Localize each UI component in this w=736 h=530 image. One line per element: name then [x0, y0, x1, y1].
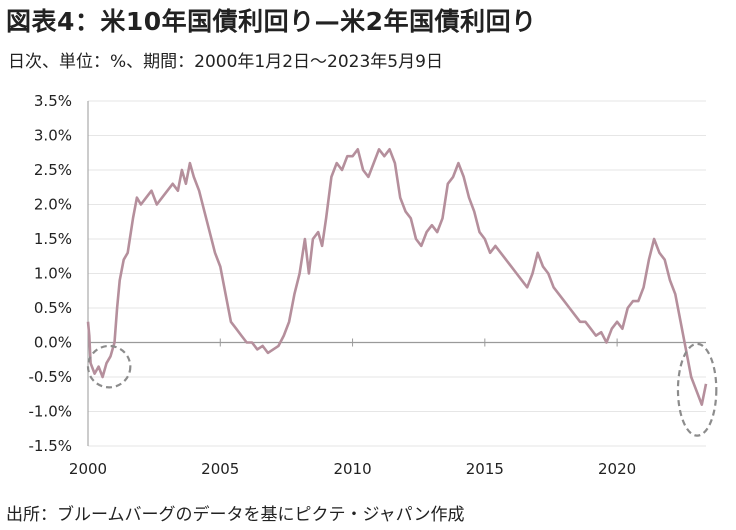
y-tick-label: -1.5%: [28, 437, 72, 455]
x-tick-label: 2010: [333, 460, 371, 478]
inversion-highlight-circle: [676, 342, 718, 437]
y-tick-label: 3.5%: [34, 92, 72, 110]
y-tick-label: 0.0%: [34, 334, 72, 352]
y-tick-label: 2.0%: [34, 196, 72, 214]
inversion-highlight-circle: [86, 344, 132, 389]
x-tick-label: 2020: [598, 460, 636, 478]
y-tick-label: 2.5%: [34, 161, 72, 179]
y-tick-label: 3.0%: [34, 127, 72, 145]
chart-title: 図表4：米10年国債利回り—米2年国債利回り: [6, 7, 537, 36]
source-note: 出所：ブルームバーグのデータを基にピクテ・ジャパン作成: [6, 505, 465, 525]
y-tick-label: -1.0%: [28, 403, 72, 421]
tick-labels: 3.5% 3.0% 2.5% 2.0% 1.5% 1.0% 0.5% 0.0% -0.5% -1.…: [28, 92, 636, 478]
yield-spread-line: [86, 148, 708, 406]
x-tick-label: 2005: [201, 460, 239, 478]
y-tick-label: 0.5%: [34, 299, 72, 317]
grid-lines: [88, 100, 706, 447]
x-tick-label: 2000: [69, 460, 107, 478]
x-tick-label: 2015: [466, 460, 504, 478]
y-tick-label: -0.5%: [28, 368, 72, 386]
y-tick-label: 1.5%: [34, 230, 72, 248]
chart-subtitle: 日次、単位：%、期間：2000年1月2日～2023年5月9日: [8, 52, 443, 72]
highlight-circles: [86, 342, 718, 437]
y-tick-label: 1.0%: [34, 265, 72, 283]
series-group: [86, 148, 708, 406]
